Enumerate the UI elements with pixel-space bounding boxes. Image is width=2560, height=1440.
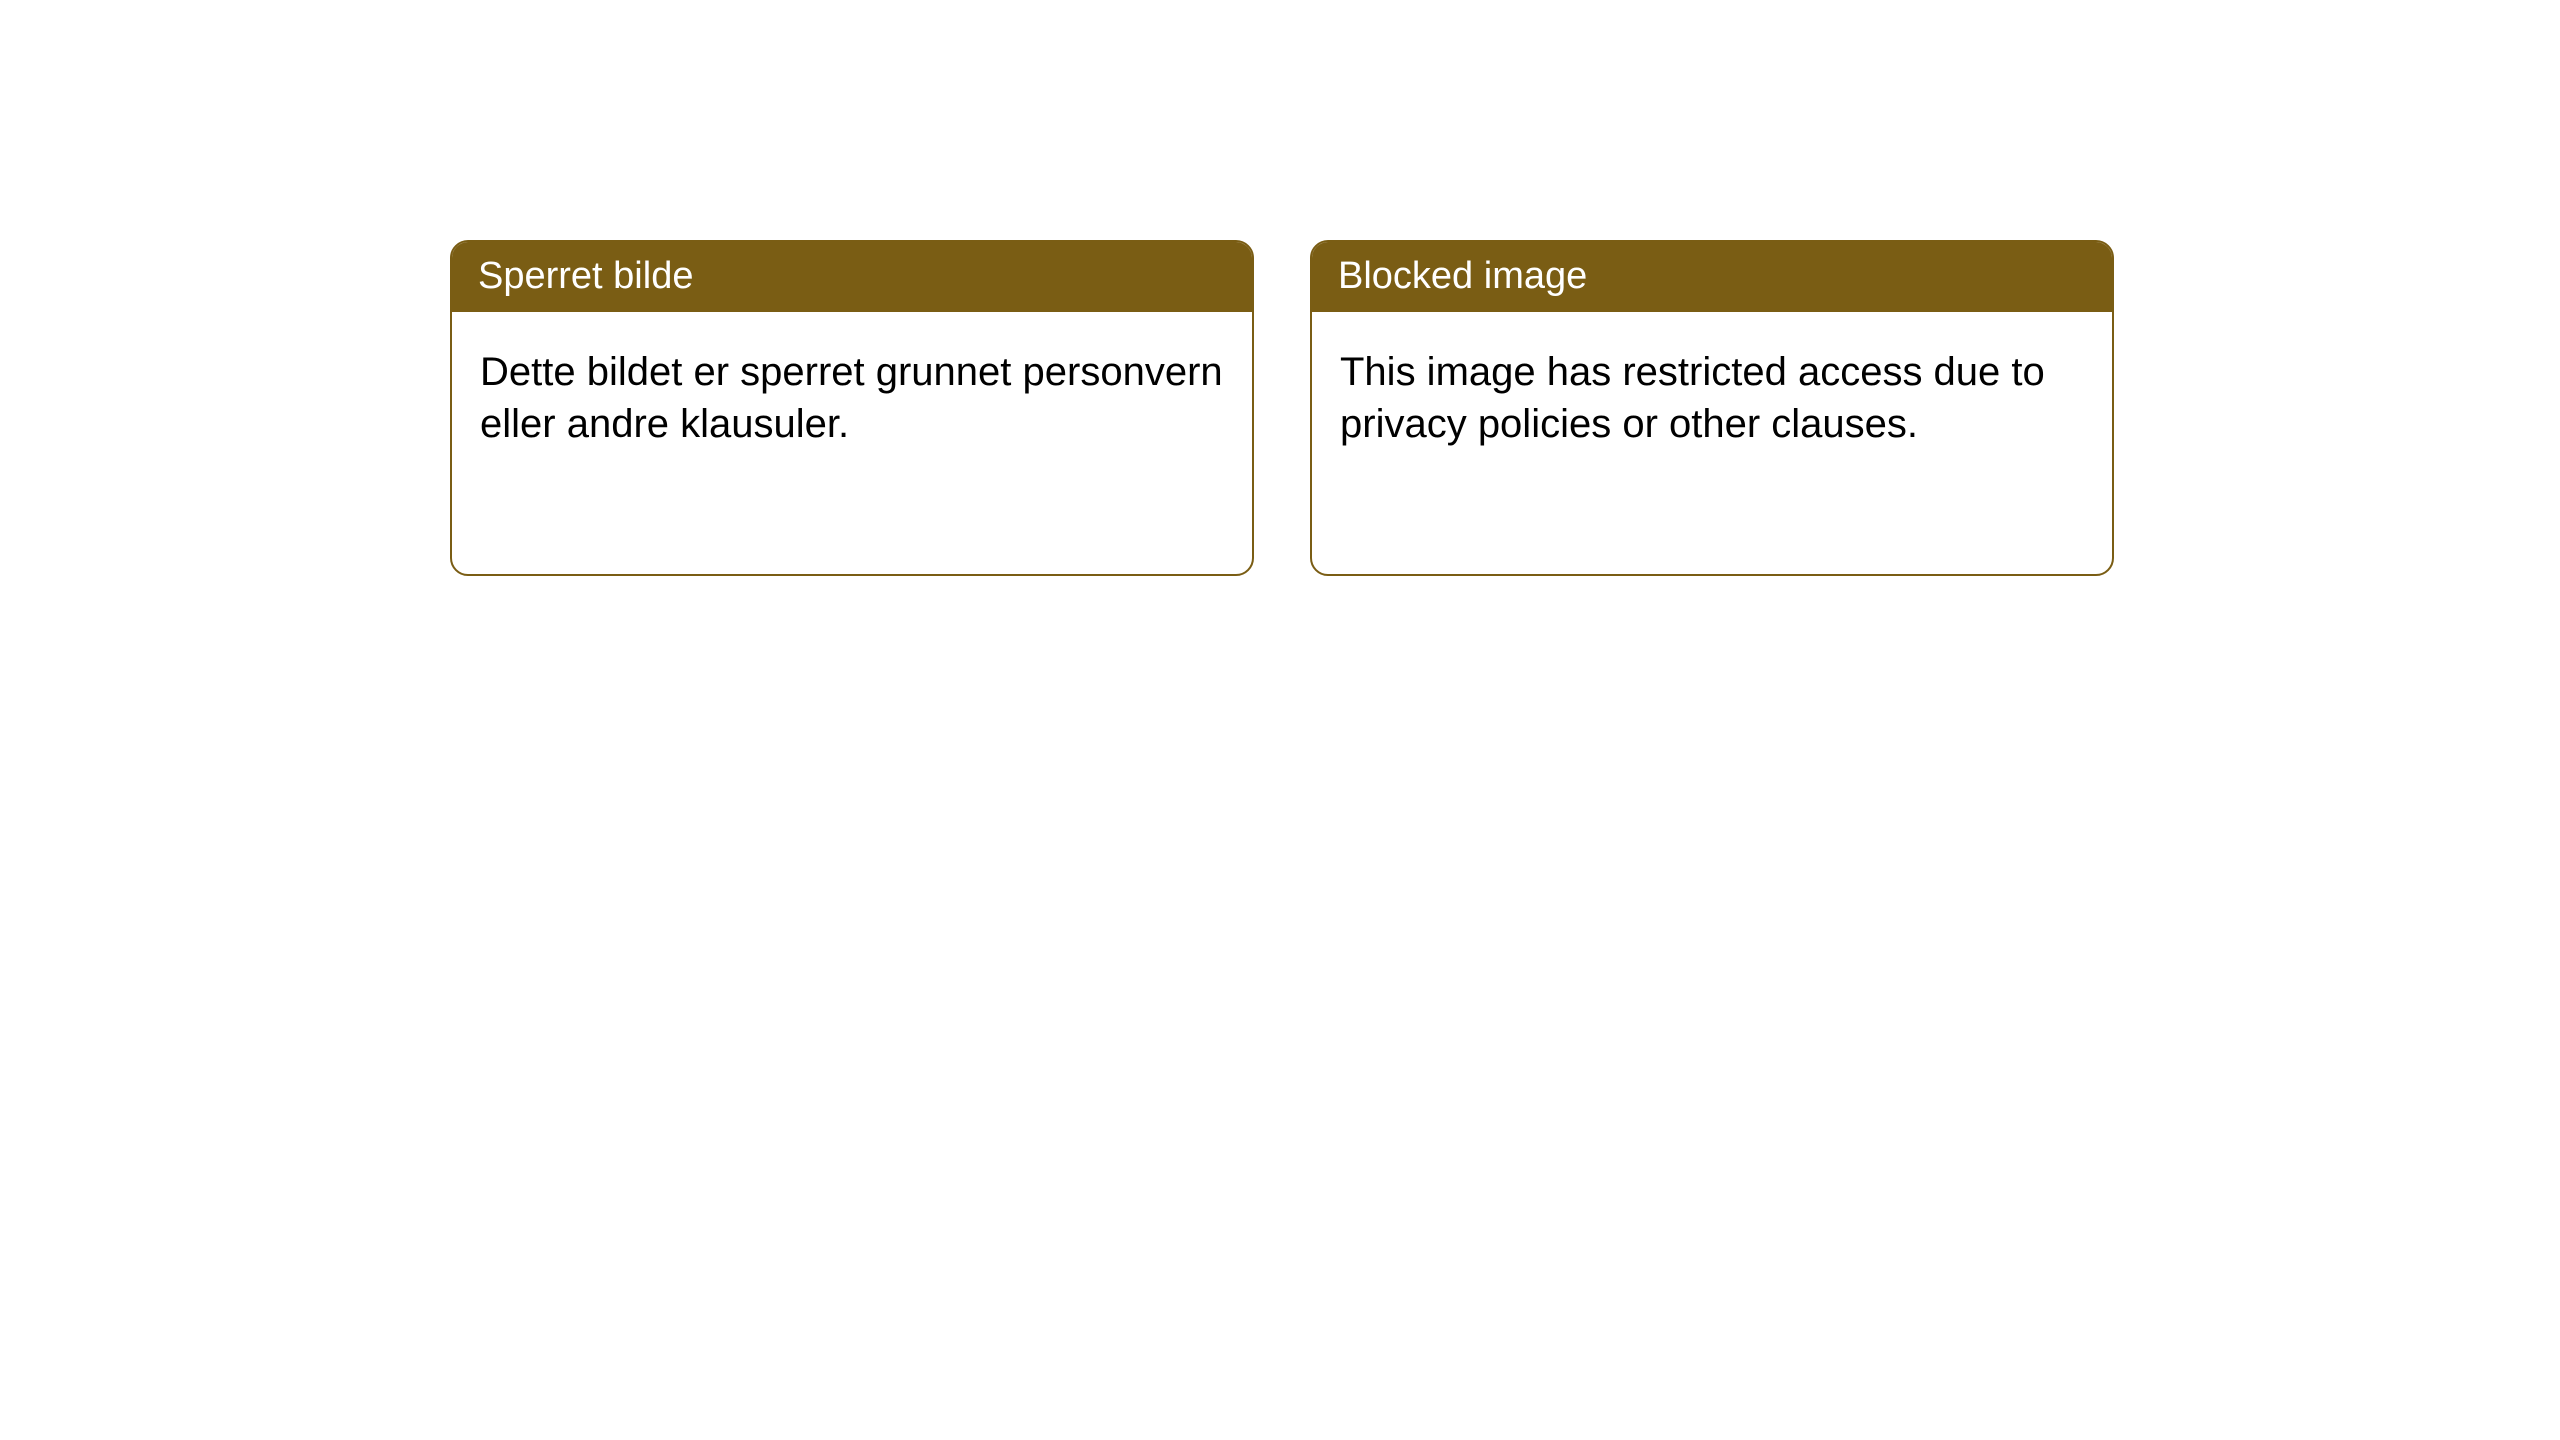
notice-box-english: Blocked image This image has restricted … — [1310, 240, 2114, 576]
notice-header: Sperret bilde — [452, 242, 1252, 312]
notice-box-norwegian: Sperret bilde Dette bildet er sperret gr… — [450, 240, 1254, 576]
notice-container: Sperret bilde Dette bildet er sperret gr… — [450, 240, 2114, 576]
notice-header: Blocked image — [1312, 242, 2112, 312]
notice-body: Dette bildet er sperret grunnet personve… — [452, 312, 1252, 486]
notice-body: This image has restricted access due to … — [1312, 312, 2112, 486]
